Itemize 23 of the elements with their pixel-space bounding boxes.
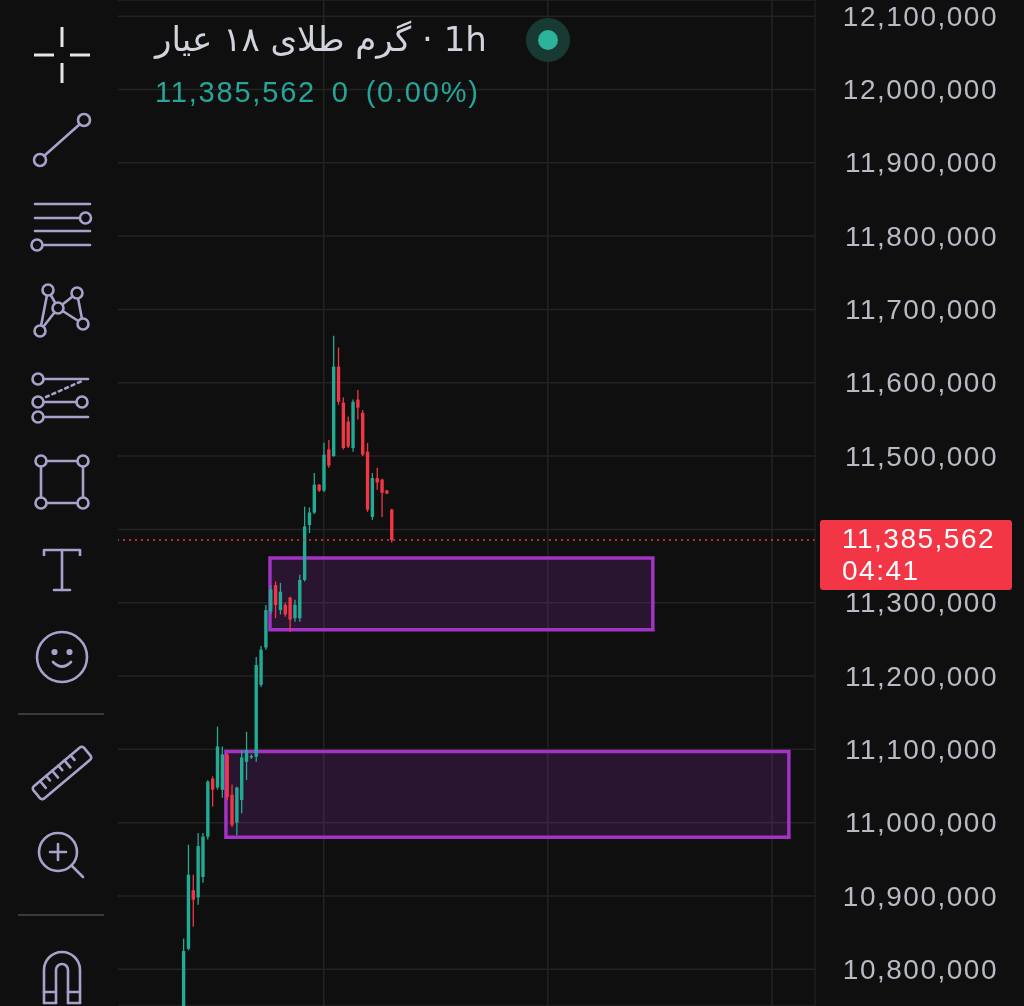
y-tick-label: 11,000,000 bbox=[844, 807, 998, 839]
y-tick-label: 11,500,000 bbox=[844, 440, 998, 472]
y-tick-label: 10,800,000 bbox=[842, 953, 998, 985]
text: 04:41 bbox=[842, 555, 920, 587]
text: 1h · گرم طلای ۱۸ عیار bbox=[155, 18, 487, 61]
y-tick-label: 11,600,000 bbox=[844, 367, 998, 399]
y-tick-label: 11,300,000 bbox=[844, 587, 998, 619]
y-tick-label: 11,800,000 bbox=[844, 220, 998, 252]
candlestick bbox=[288, 596, 292, 633]
candlestick bbox=[356, 389, 360, 421]
y-tick-label: 11,700,000 bbox=[844, 293, 998, 325]
y-tick-label: 10,900,000 bbox=[842, 880, 998, 912]
text: 11,385,562 0 (0.00%) bbox=[155, 75, 480, 110]
y-tick-label: 11,100,000 bbox=[844, 733, 998, 765]
y-tick-label: 12,000,000 bbox=[842, 73, 998, 105]
y-tick-label: 11,900,000 bbox=[844, 147, 998, 179]
candlestick bbox=[327, 439, 331, 469]
ref-line-label: 11,385,562 bbox=[842, 523, 996, 555]
y-tick-label: 12,100,000 bbox=[842, 0, 998, 32]
candlestick bbox=[244, 731, 249, 781]
y-tick-label: 11,200,000 bbox=[844, 660, 998, 692]
candlestick bbox=[191, 874, 195, 928]
candlestick bbox=[273, 580, 278, 619]
